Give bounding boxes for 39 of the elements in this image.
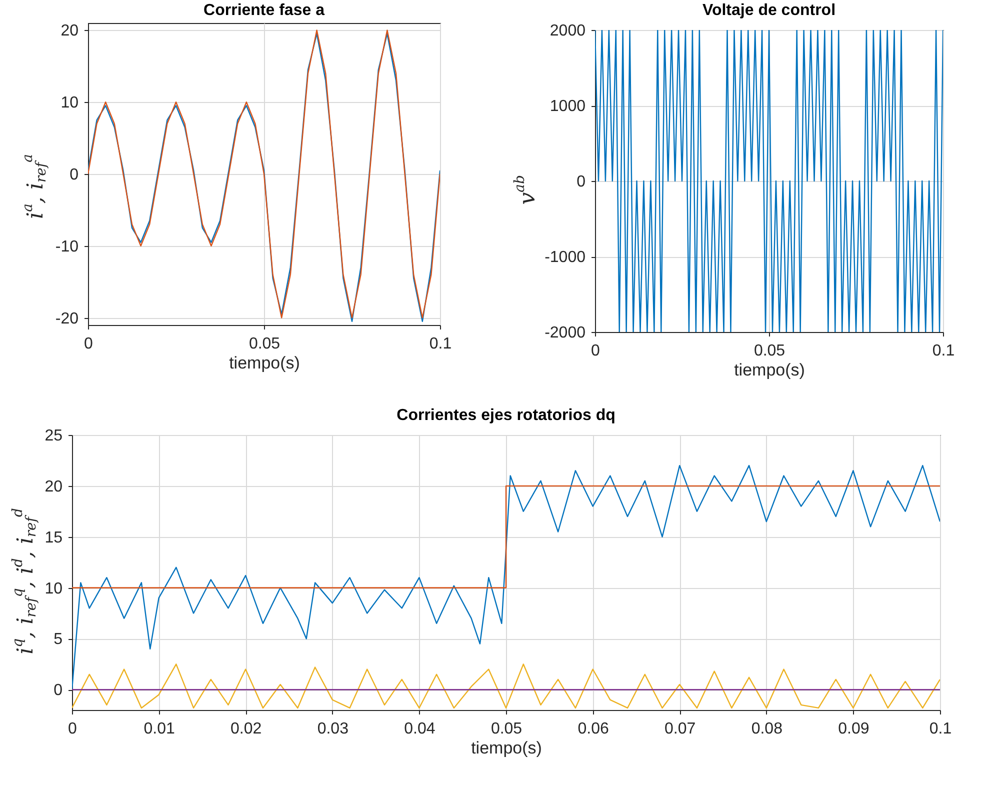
y-tick-label: 1000	[550, 98, 586, 115]
x-tick-label: 0.03	[317, 720, 348, 738]
x-tick-label: 0.05	[754, 342, 786, 360]
y-tick-label: 5	[53, 631, 62, 648]
x-tick-label: 0.07	[664, 720, 696, 738]
line-series	[72, 464, 940, 690]
chart-title: Corriente fase a	[203, 2, 324, 20]
x-tick-label: 0.05	[490, 720, 522, 738]
x-axis-title: tiempo(s)	[228, 354, 300, 372]
y-tick-label: 2000	[550, 22, 586, 40]
y-tick-label: 20	[60, 22, 78, 40]
x-tick-label: 0.09	[838, 720, 870, 738]
x-axis-title: tiempo(s)	[734, 360, 806, 380]
x-tick-label: 0.1	[929, 720, 952, 738]
y-tick-label: 25	[44, 428, 62, 444]
y-tick-label: 0	[53, 682, 62, 700]
y-tick-label: 10	[60, 94, 78, 112]
x-tick-label: 0.1	[429, 336, 452, 352]
x-tick-label: 0	[591, 342, 600, 360]
x-tick-label: 0.06	[577, 720, 609, 738]
y-tick-label: 0	[576, 174, 586, 190]
x-tick-label: 0.05	[248, 336, 280, 352]
y-tick-label: 0	[69, 166, 78, 184]
x-tick-label: 0.1	[932, 342, 956, 360]
y-tick-label: 10	[44, 580, 62, 598]
chart-title: Corrientes ejes rotatorios dq	[396, 407, 616, 424]
x-tick-label: 0.08	[751, 720, 782, 738]
y-tick-label: -1000	[544, 249, 586, 266]
y-tick-label: -2000	[544, 324, 586, 342]
x-tick-label: 0.01	[143, 720, 175, 738]
chart-title: Voltaje de control	[702, 2, 836, 19]
x-tick-label: 0.04	[404, 720, 436, 738]
y-tick-label: 15	[44, 529, 62, 546]
y-tick-label: -20	[55, 310, 78, 328]
y-tick-label: 20	[44, 478, 62, 496]
x-tick-label: 0.02	[230, 720, 262, 738]
y-tick-label: -10	[55, 238, 78, 256]
x-tick-label: 0	[84, 336, 93, 352]
x-axis-title: tiempo(s)	[470, 738, 542, 758]
